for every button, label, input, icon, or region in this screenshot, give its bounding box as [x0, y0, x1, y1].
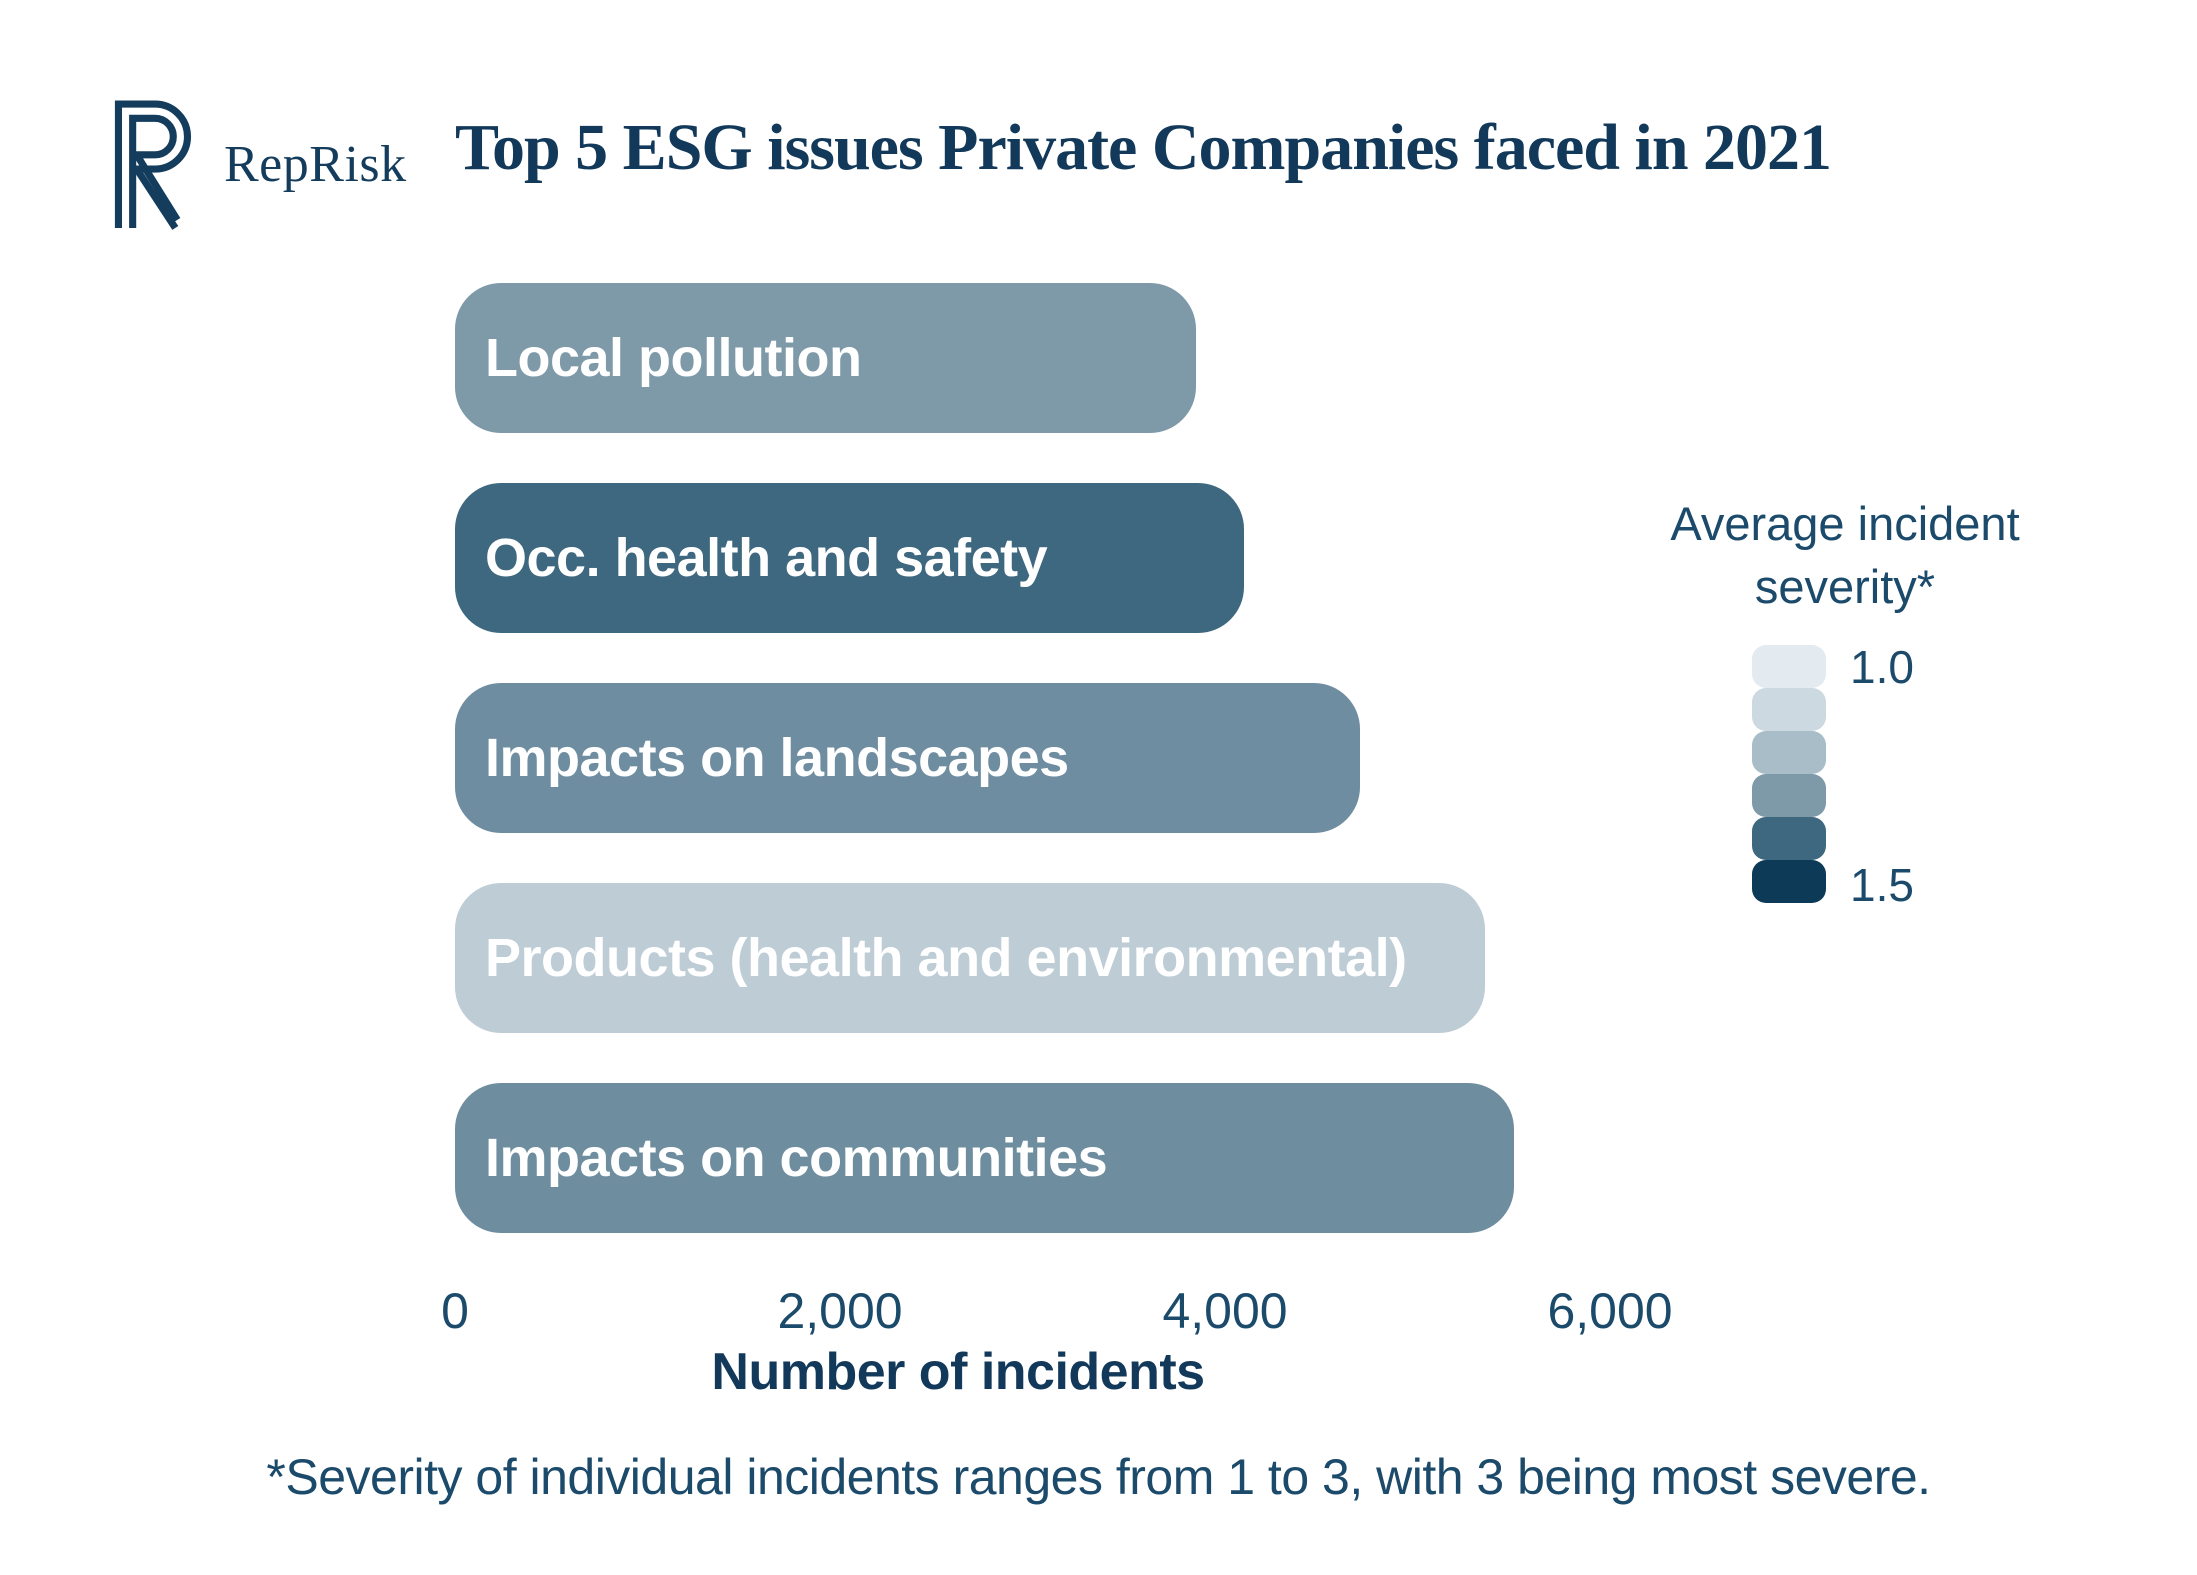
- legend-max-label: 1.5: [1850, 859, 1914, 911]
- legend-swatch-5: [1752, 817, 1826, 860]
- reprisk-r-icon: [112, 98, 198, 230]
- legend-color-scale: [1752, 645, 1826, 903]
- x-axis-tick: 0: [441, 1283, 469, 1339]
- bar-label: Occ. health and safety: [485, 528, 1048, 588]
- bar-label: Impacts on communities: [485, 1128, 1108, 1188]
- page-title: Top 5 ESG issues Private Companies faced…: [455, 111, 1832, 184]
- bar-label: Local pollution: [485, 328, 862, 388]
- legend-min-label: 1.0: [1850, 641, 1914, 693]
- brand-name: RepRisk: [224, 135, 407, 193]
- legend-swatch-3: [1752, 731, 1826, 774]
- x-axis-tick: 4,000: [1162, 1283, 1288, 1339]
- x-axis-tick: 6,000: [1547, 1283, 1673, 1339]
- bars: Local pollution Occ. health and safety Imp…: [455, 283, 1610, 1283]
- legend-title: Average incident severity*: [1670, 497, 2020, 614]
- footnote: *Severity of individual incidents ranges…: [266, 1449, 1931, 1505]
- bar-local-pollution: Local pollution: [455, 283, 1197, 433]
- x-axis-title: Number of incidents: [711, 1343, 1205, 1401]
- bar-impacts-on-communities: Impacts on communities: [455, 1083, 1514, 1233]
- bar-label: Products (health and environmental): [485, 928, 1407, 988]
- bar-products-health-and-environmental: Products (health and environmental): [455, 883, 1485, 1033]
- bar-occ-health-and-safety: Occ. health and safety: [455, 483, 1245, 633]
- legend-swatch-4: [1752, 774, 1826, 817]
- legend-swatch-1: [1752, 645, 1826, 688]
- bar-label: Impacts on landscapes: [485, 728, 1069, 788]
- logo: RepRisk: [112, 98, 407, 230]
- bar-impacts-on-landscapes: Impacts on landscapes: [455, 683, 1360, 833]
- legend-swatch-2: [1752, 688, 1826, 731]
- x-axis-tick: 2,000: [777, 1283, 903, 1339]
- x-axis: 0 2,000 4,000 6,000: [441, 1282, 1672, 1352]
- legend-swatch-6: [1752, 860, 1826, 903]
